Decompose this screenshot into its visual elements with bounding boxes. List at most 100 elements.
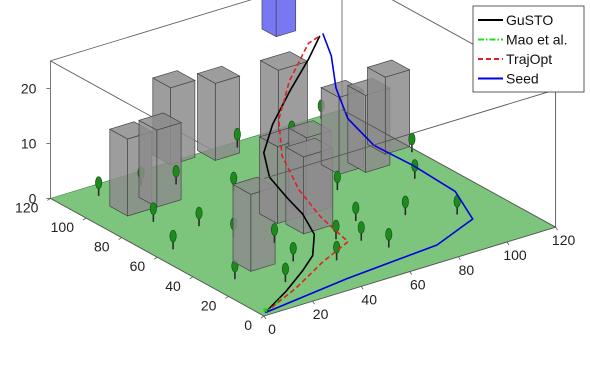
obstacle-building-face [366,59,411,78]
tree-canopy [233,128,241,141]
y-tick-label: 40 [165,278,181,294]
x-tick-mark [409,271,413,275]
series-line-trajopt [264,35,349,314]
tree [333,170,341,191]
y-tick-mark [189,276,194,280]
y-tick-label: 60 [130,258,146,274]
tree [289,241,297,262]
x-tick-mark [506,241,510,246]
obstacle-building-face [320,87,340,175]
tree-canopy [169,229,177,243]
x-tick-mark [555,226,558,231]
axes-front-edge [341,109,556,228]
y-tick-mark [225,296,229,299]
start-marker: * [263,305,269,320]
x-tick-mark [263,315,267,320]
tree-canopy [270,223,278,236]
tree-canopy [401,195,409,209]
y-tick-label: 0 [244,317,252,333]
x-tick-label: 60 [410,277,426,293]
obstacle-building-face [156,122,182,208]
obstacle-building-face [196,65,241,84]
x-tick-mark [312,300,315,305]
tree [172,164,180,185]
x-tick-label: 40 [361,291,377,307]
obstacle-building-face [259,136,278,225]
tree [149,202,157,222]
obstacle-building-face [151,70,196,89]
y-tick-label: 100 [51,219,75,235]
z-tick-label: 20 [21,80,37,96]
goal-region-face [261,0,277,38]
legend: GuSTO Mao et al. TrajOpt Seed [472,5,585,93]
tree-canopy [230,171,238,185]
series-line-gusto [262,35,321,314]
y-tick-label: 80 [94,239,110,255]
x-tick-label: 100 [503,247,527,263]
tree [195,206,203,227]
x-tick-mark [360,286,364,290]
obstacle-building-face [384,69,410,155]
axes-back-edge [50,0,252,62]
legend-label: Seed [506,71,539,87]
tree [385,228,393,248]
x-tick-label: 120 [552,232,576,248]
tree [357,221,365,241]
obstacle-building [284,137,334,235]
tree [95,176,103,196]
legend-label: GuSTO [506,12,553,28]
obstacle-building [366,59,411,155]
z-tick-label: 10 [21,135,37,151]
tree-canopy [149,202,157,215]
y-tick-mark [82,217,87,221]
z-tick-label: 0 [29,190,37,206]
tree [169,229,177,250]
tree-canopy [352,201,360,215]
x-tick-label: 20 [313,306,329,322]
tree-canopy [333,170,341,184]
y-tick-label: 20 [201,297,217,313]
obstacle-building-face [232,183,252,272]
y-tick-mark [260,315,265,319]
obstacle-building-face [197,73,216,161]
legend-label: Mao et al. [506,32,567,48]
tree [332,219,340,240]
x-tick-label: 0 [268,321,276,337]
scene-objects: * [95,0,474,320]
x-tick-mark [458,256,461,261]
obstacle-building-face [138,119,158,208]
tree-canopy [281,262,289,276]
obstacle-building-face [347,85,366,173]
tree [401,195,409,216]
obstacle-building-face [214,75,240,161]
y-tick-mark [153,256,158,260]
series-line-seed [264,33,474,314]
tree-canopy [172,164,180,178]
goal-region-face [275,0,297,38]
tree [233,128,241,148]
tree-canopy [385,228,393,241]
tree-canopy [289,241,297,255]
goal-region [261,0,297,38]
axes-front-edge [263,89,556,179]
obstacle-building [196,65,241,161]
tree [281,262,289,283]
legend-label: TrajOpt [506,51,552,67]
tree [408,132,416,153]
tree-canopy [332,219,340,233]
obstacle-building-face [138,112,182,131]
tree-canopy [357,221,365,234]
tree-canopy [408,132,416,146]
y-tick-mark [118,237,122,240]
y-tick-label: 120 [15,199,39,215]
tree [352,201,360,222]
tree-canopy [95,176,103,189]
tree [270,223,278,243]
x-tick-label: 80 [459,262,475,278]
tree-canopy [195,206,203,220]
tree-canopy [333,240,341,254]
obstacle-building-face [109,128,128,217]
